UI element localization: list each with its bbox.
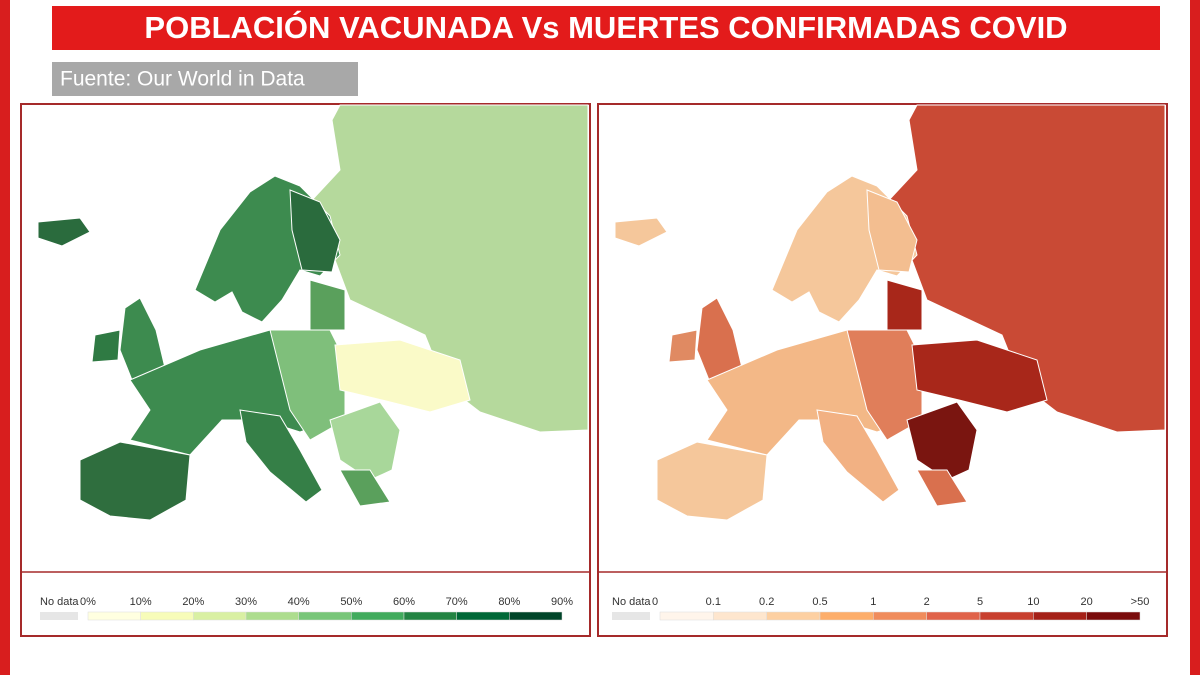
legend-label: 10%	[130, 596, 152, 608]
legend-no-data-label: No data	[40, 596, 79, 608]
legend-swatch	[819, 611, 874, 621]
legend-label: 60%	[393, 596, 415, 608]
legend-no-data-swatch	[40, 612, 78, 620]
country-finland	[866, 189, 918, 273]
legend-label: 50%	[340, 596, 362, 608]
frame-left	[0, 0, 10, 675]
country-russia	[311, 104, 589, 433]
source: Fuente: Our World in Data	[60, 68, 305, 91]
legend-swatch	[140, 611, 194, 621]
country-ukraine	[911, 339, 1048, 413]
legend-swatch	[713, 611, 767, 621]
legend-label: 80%	[498, 596, 520, 608]
legend-swatch	[766, 611, 821, 621]
legend-label: 0	[652, 596, 658, 608]
legend-swatch	[979, 611, 1034, 621]
legend-swatch	[298, 611, 352, 621]
country-ireland	[91, 329, 121, 363]
country-iceland	[37, 217, 91, 247]
title-banner	[52, 6, 1160, 50]
legend-label: 0.2	[759, 596, 774, 608]
legend-swatch	[509, 611, 563, 621]
legend-label: >50	[1131, 596, 1150, 608]
country-baltics	[886, 279, 923, 331]
legend-swatch	[87, 611, 141, 621]
country-finland	[289, 189, 341, 273]
legend-no-data-label: No data	[612, 596, 651, 608]
title: POBLACIÓN VACUNADA Vs MUERTES CONFIRMADA…	[144, 9, 1067, 45]
legend-label: 70%	[446, 596, 468, 608]
legend-label: 1	[870, 596, 876, 608]
country-baltics	[309, 279, 346, 331]
legend-swatch	[873, 611, 927, 621]
country-iceland	[614, 217, 668, 247]
legend-swatch	[456, 611, 510, 621]
country-balkans	[906, 401, 978, 481]
legend-label: 0.1	[706, 596, 721, 608]
legend-label: 5	[977, 596, 983, 608]
legend-swatch	[351, 611, 405, 621]
country-greece	[916, 469, 968, 507]
legend-no-data-swatch	[612, 612, 650, 620]
legend-label: 0%	[80, 596, 96, 608]
legend-label: 20	[1081, 596, 1093, 608]
country-iberia	[656, 441, 768, 521]
legend-label: 40%	[288, 596, 310, 608]
legend-label: 90%	[551, 596, 573, 608]
maps	[37, 104, 1166, 521]
country-ireland	[668, 329, 698, 363]
source-box	[52, 62, 358, 96]
legend-label: 0.5	[812, 596, 827, 608]
legend-swatch	[245, 611, 299, 621]
legend-swatch	[1086, 611, 1141, 621]
legend-label: 30%	[235, 596, 257, 608]
map	[37, 104, 589, 521]
country-balkans	[329, 401, 401, 481]
legend-label: 20%	[182, 596, 204, 608]
country-ukraine	[334, 339, 471, 413]
country-russia	[888, 104, 1166, 433]
country-greece	[339, 469, 391, 507]
legend-label: 2	[924, 596, 930, 608]
legend-swatch	[193, 611, 247, 621]
legend-swatch	[659, 611, 714, 621]
legend-label: 10	[1027, 596, 1039, 608]
frame-right	[1190, 0, 1200, 675]
legend-swatch	[926, 611, 981, 621]
country-italy	[816, 409, 900, 503]
legends: No data 0% 10% 20% 30% 40% 50% 60% 70% 80% 90% No d…	[40, 596, 1150, 621]
legend-swatch	[1033, 611, 1087, 621]
map	[614, 104, 1166, 521]
legend-swatch	[403, 611, 457, 621]
country-iberia	[79, 441, 191, 521]
country-italy	[239, 409, 323, 503]
